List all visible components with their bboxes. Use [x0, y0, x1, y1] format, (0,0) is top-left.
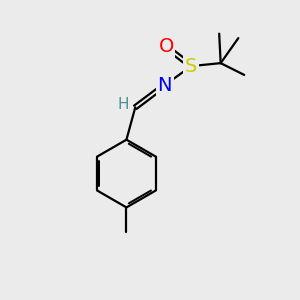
Text: H: H [117, 98, 129, 112]
Text: S: S [185, 57, 197, 76]
Text: O: O [158, 38, 174, 56]
Text: N: N [158, 76, 172, 95]
